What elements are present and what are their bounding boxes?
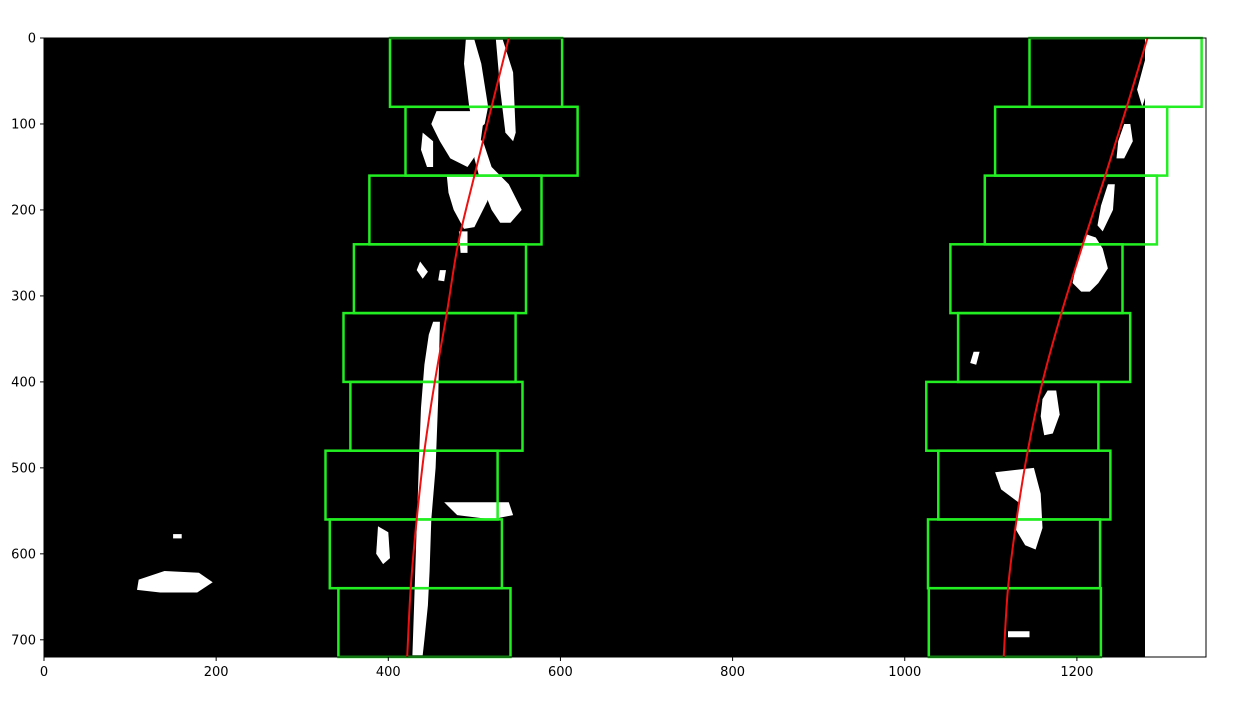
lane-pixel-blob <box>1040 390 1060 436</box>
x-tick-label: 600 <box>548 665 573 680</box>
lane-pixel-blob <box>421 132 434 167</box>
y-tick-label: 200 <box>11 203 36 218</box>
lane-pixel-blob <box>474 136 522 223</box>
lane-pixel-blob <box>495 39 516 142</box>
image-background <box>44 38 1145 657</box>
fit-curves-layer <box>406 37 1149 658</box>
lane-pixel-blob <box>1116 124 1133 159</box>
x-tick-label: 400 <box>376 665 401 680</box>
x-tick-label: 800 <box>720 665 745 680</box>
lane-pixel-blob <box>1097 184 1115 232</box>
y-tick-label: 700 <box>11 633 36 648</box>
plot-area <box>43 36 1207 659</box>
lane-pixel-blob <box>412 321 440 656</box>
y-tick-label: 100 <box>11 117 36 132</box>
right-margin-area <box>1145 38 1206 657</box>
y-tick-label: 400 <box>11 375 36 390</box>
right-lane-fit-curve <box>1002 37 1149 658</box>
lane-pixel-blob <box>431 111 483 167</box>
lane-pixel-blob <box>444 502 514 520</box>
lane-pixel-blob <box>1137 39 1157 107</box>
search-windows-layer <box>324 36 1203 659</box>
left-lane-fit-curve <box>406 37 510 658</box>
x-tick-label: 200 <box>204 665 229 680</box>
lane-pixel-blob <box>446 175 492 229</box>
lane-pixel-blob <box>970 351 980 365</box>
lane-pixel-blob <box>464 39 489 133</box>
y-tick-label: 0 <box>28 32 36 47</box>
axes-frame <box>43 37 1207 658</box>
y-axis: 0 100 200 300 400 500 600 700 <box>11 32 44 648</box>
y-tick-label: 300 <box>11 289 36 304</box>
lane-pixel-blob <box>173 534 182 539</box>
lane-pixel-blob <box>1008 631 1030 638</box>
lane-pixels-layer <box>137 39 1157 656</box>
lane-pixel-blob <box>137 571 213 593</box>
lane-pixel-blob <box>458 231 468 253</box>
x-tick-label: 1000 <box>888 665 921 680</box>
x-tick-label: 0 <box>40 665 48 680</box>
x-tick-label: 1200 <box>1060 665 1093 680</box>
lane-pixel-blob <box>438 270 446 282</box>
lane-pixel-blob <box>376 526 390 565</box>
x-axis: 0 200 400 600 800 1000 1200 <box>40 657 1093 680</box>
lane-pixel-blob <box>416 261 428 279</box>
y-tick-label: 600 <box>11 547 36 562</box>
y-tick-label: 500 <box>11 461 36 476</box>
